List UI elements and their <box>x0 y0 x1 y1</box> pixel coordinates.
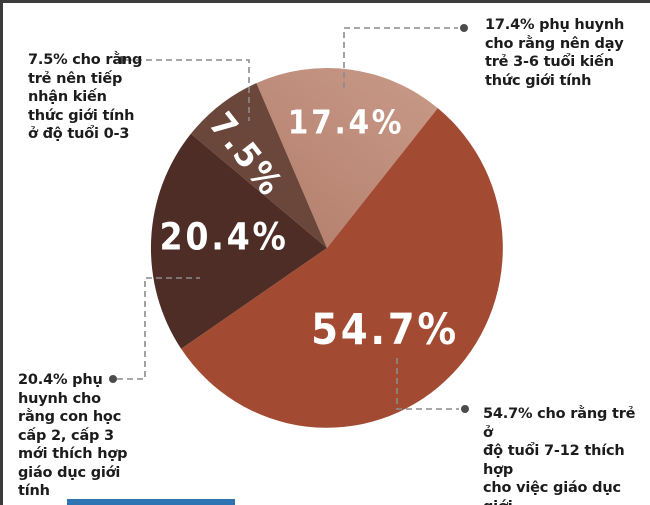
callout-label-17-4: 17.4% phụ huynh cho rằng nên dạy trẻ 3-6… <box>485 17 625 89</box>
slice-label-17-4: 17.4% <box>287 102 405 142</box>
pie-slice-17-4 <box>256 67 438 248</box>
pie-slices <box>150 67 503 428</box>
connector-dot-17-4 <box>460 24 468 32</box>
callout-label-54-7: 54.7% cho rằng trẻ ở độ tuổi 7-12 thích … <box>483 406 636 505</box>
connector-dot-7-5 <box>118 56 126 64</box>
connector-54-7 <box>396 358 469 413</box>
connector-20-4 <box>109 277 200 383</box>
pie-slice-7-5 <box>190 83 327 248</box>
bottom-blue-bar <box>67 499 235 505</box>
connector-17-4 <box>343 24 468 88</box>
pie-slice-54-7 <box>181 108 503 428</box>
connector-dot-20-4 <box>109 375 117 383</box>
connector-7-5 <box>118 56 250 121</box>
slice-label-54-7: 54.7% <box>311 305 459 355</box>
callout-label-20-4: 20.4% phụ huynh cho rằng con học cấp 2, … <box>18 372 128 500</box>
pie-slice-20-4 <box>150 133 327 349</box>
pie-chart-canvas <box>109 24 503 428</box>
callout-label-7-5: 7.5% cho rằng trẻ nên tiếp nhận kiến thứ… <box>28 52 143 143</box>
slice-label-20-4: 20.4% <box>159 215 289 259</box>
connector-dot-54-7 <box>461 405 469 413</box>
